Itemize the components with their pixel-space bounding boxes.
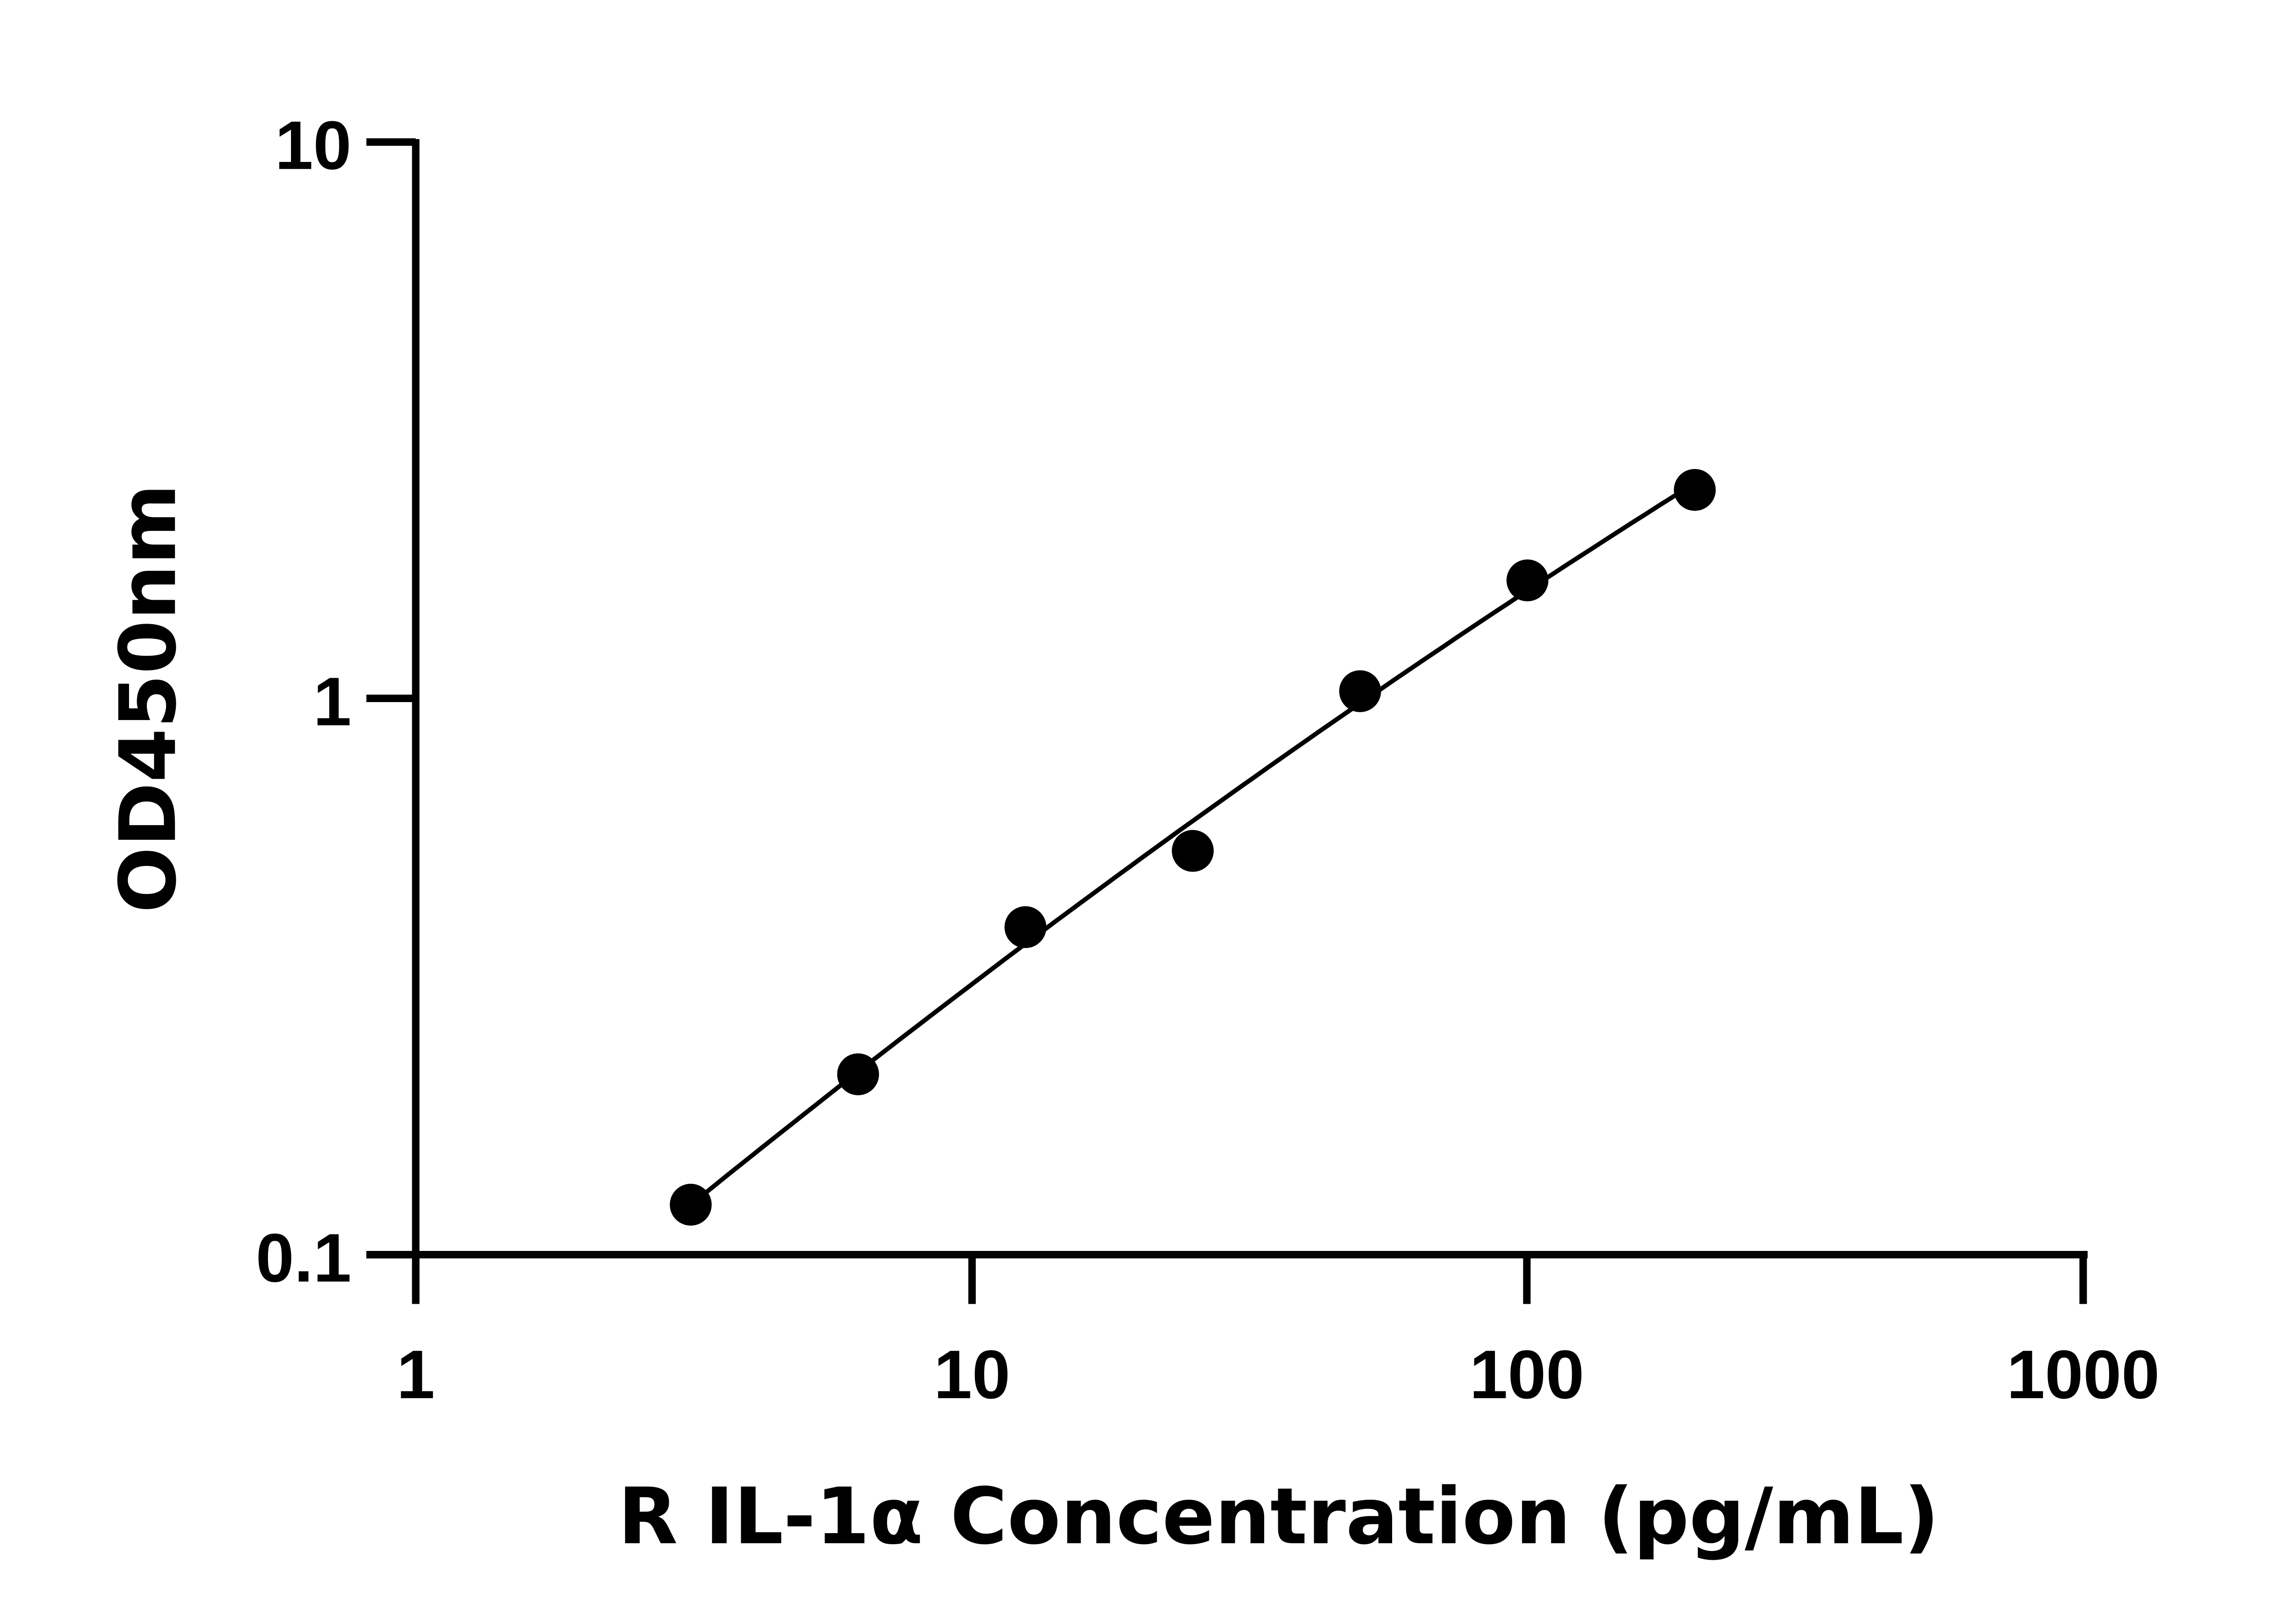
- data-point: [837, 1053, 879, 1095]
- x-tick-label-100: 100: [1469, 1336, 1584, 1413]
- plot-area: [670, 469, 1716, 1226]
- y-axis: 10 1 0.1: [256, 106, 420, 1301]
- x-tick-label-10: 10: [934, 1336, 1010, 1413]
- x-axis-title: R IL-1α Concentration (pg/mL): [618, 1471, 1939, 1562]
- data-point: [1004, 906, 1047, 949]
- data-point: [1506, 559, 1549, 602]
- x-tick-label-1: 1: [397, 1336, 435, 1413]
- y-axis-title: OD450nm: [103, 484, 193, 913]
- y-tick-label-0.1: 0.1: [256, 1219, 351, 1296]
- data-point: [1172, 830, 1214, 872]
- x-tick-label-1000: 1000: [2007, 1336, 2160, 1413]
- x-axis: 1 10 100 1000: [366, 1250, 2160, 1413]
- y-tick-label-10: 10: [275, 106, 352, 184]
- data-point: [1674, 469, 1716, 511]
- y-tick-label-1: 1: [313, 663, 351, 740]
- data-point: [670, 1183, 712, 1226]
- data-point: [1339, 670, 1381, 712]
